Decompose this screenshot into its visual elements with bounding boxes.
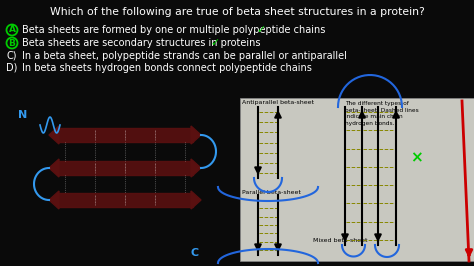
Text: ✓: ✓ xyxy=(253,25,266,35)
Text: ✓: ✓ xyxy=(207,38,220,48)
Bar xyxy=(57,193,193,207)
Bar xyxy=(240,98,474,261)
Polygon shape xyxy=(49,126,59,144)
Polygon shape xyxy=(191,126,201,144)
Bar xyxy=(57,128,193,142)
Text: A: A xyxy=(9,26,16,35)
Text: B: B xyxy=(9,39,16,48)
Bar xyxy=(5,98,238,261)
Text: Mixed beta-sheet: Mixed beta-sheet xyxy=(313,238,367,243)
Text: Beta sheets are formed by one or multiple polypeptide chains: Beta sheets are formed by one or multipl… xyxy=(22,25,325,35)
Text: In a beta sheet, polypeptide strands can be parallel or antiparallel: In a beta sheet, polypeptide strands can… xyxy=(22,51,347,61)
Text: Beta sheets are secondary structures in proteins: Beta sheets are secondary structures in … xyxy=(22,38,261,48)
Polygon shape xyxy=(49,191,59,209)
Text: ×: × xyxy=(410,151,422,165)
Text: The different types of
beta-sheet. Dashed lines
indicate main chain
hydrogen bon: The different types of beta-sheet. Dashe… xyxy=(345,101,419,126)
Polygon shape xyxy=(49,159,59,177)
Polygon shape xyxy=(191,191,201,209)
Text: Antiparallel beta-sheet: Antiparallel beta-sheet xyxy=(242,100,314,105)
Text: N: N xyxy=(18,110,27,120)
Text: C): C) xyxy=(7,51,17,61)
Text: Parallel beta-sheet: Parallel beta-sheet xyxy=(242,190,301,195)
Bar xyxy=(57,161,193,175)
Text: D): D) xyxy=(6,63,18,73)
Text: C: C xyxy=(191,248,199,258)
Text: In beta sheets hydrogen bonds connect polypeptide chains: In beta sheets hydrogen bonds connect po… xyxy=(22,63,312,73)
Text: Which of the following are true of beta sheet structures in a protein?: Which of the following are true of beta … xyxy=(50,7,424,17)
Polygon shape xyxy=(191,159,201,177)
